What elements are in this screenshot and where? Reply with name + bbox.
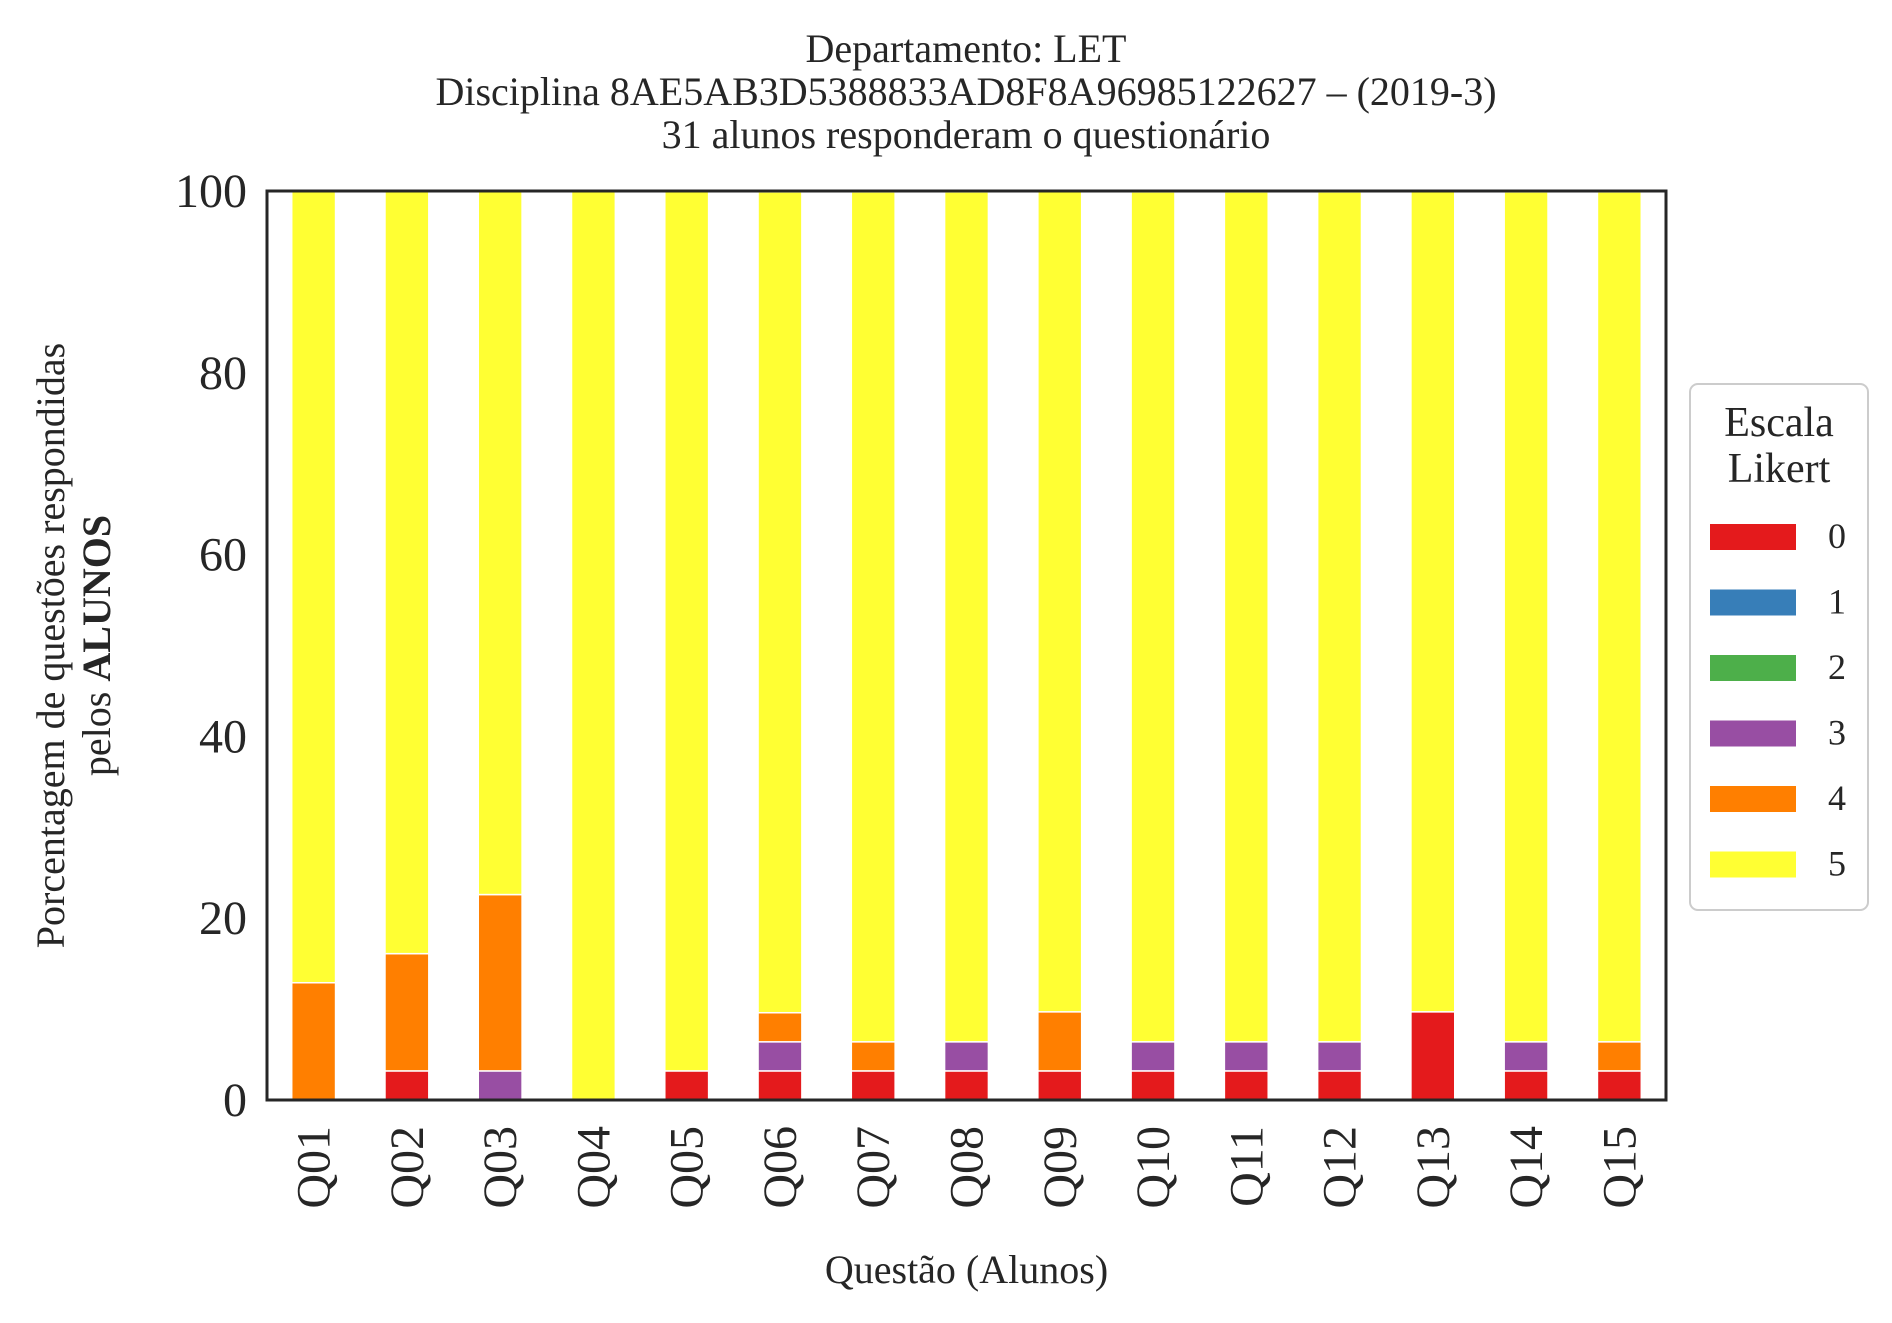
y-axis-label: Porcentagem de questões respondidas pelo…	[28, 343, 119, 948]
bar-segment	[1596, 191, 1643, 1043]
x-tick-label: Q11	[1220, 1126, 1273, 1207]
x-tick-label: Q07	[847, 1126, 900, 1209]
legend-title-line: Likert	[1728, 446, 1831, 492]
chart-title-line: 31 alunos responderam o questionário	[662, 112, 1271, 157]
x-axis-ticks: Q01 Q02 Q03 Q04 Q05 Q06 Q07 Q08 Q09 Q10 Q11 Q12 Q13 Q…	[288, 1126, 1647, 1209]
x-tick-label: Q01	[288, 1126, 341, 1209]
bar-segment	[1316, 1070, 1363, 1101]
bar-segment	[1037, 190, 1083, 1013]
legend-label: 3	[1828, 713, 1846, 753]
legend-swatch	[1710, 851, 1796, 878]
bar-segment	[477, 1070, 523, 1101]
y-axis-label-prefix: pelos	[74, 682, 119, 776]
x-tick-label: Q15	[1593, 1126, 1646, 1209]
bar-segment	[943, 1041, 990, 1072]
bar-segment	[1037, 1070, 1083, 1101]
bar-segment	[1223, 1041, 1269, 1072]
bar-segment	[757, 1041, 803, 1072]
x-tick-label: Q03	[474, 1126, 527, 1209]
bar-segment	[664, 1070, 710, 1101]
x-axis-label: Questão (Alunos)	[825, 1247, 1108, 1292]
bar-segment	[1503, 1041, 1549, 1072]
x-tick-label: Q12	[1314, 1126, 1367, 1209]
legend-swatch	[1710, 720, 1796, 747]
bar-segment	[1130, 1041, 1176, 1072]
x-tick-label: Q08	[941, 1126, 994, 1209]
legend-label: 2	[1828, 647, 1846, 687]
y-axis-label-line2: pelos ALUNOS	[74, 515, 119, 776]
y-axis-ticks: 0 20 40 60 80 100	[175, 165, 247, 1127]
x-tick-label: Q02	[381, 1126, 434, 1209]
legend-swatch	[1710, 786, 1796, 812]
y-tick-label: 100	[175, 165, 247, 218]
bar-segment	[290, 190, 337, 984]
legend-swatch	[1710, 589, 1796, 616]
bar-segment	[570, 190, 617, 1101]
bar-segment	[384, 1070, 430, 1101]
bar-segment	[757, 1011, 803, 1043]
y-tick-label: 80	[199, 347, 247, 400]
bar-segment	[757, 191, 803, 1014]
bar-segment	[1130, 1070, 1176, 1101]
x-tick-label: Q06	[754, 1126, 807, 1209]
plot-frame	[265, 189, 1668, 1102]
bar-segment	[943, 191, 990, 1043]
y-tick-label: 40	[199, 710, 247, 763]
legend-label: 1	[1828, 582, 1846, 622]
x-tick-label: Q09	[1034, 1126, 1087, 1209]
legend-label: 0	[1828, 516, 1846, 556]
bar-segment	[1503, 1070, 1549, 1101]
bar-segment	[1410, 190, 1456, 1013]
bar-segment	[850, 1041, 896, 1072]
x-tick-label: Q04	[567, 1126, 620, 1209]
bar-segment	[1316, 191, 1363, 1043]
legend-title-line: Escala	[1724, 400, 1834, 446]
bar-segment	[1503, 191, 1549, 1043]
bar-segment	[664, 190, 710, 1072]
legend-frame	[1689, 383, 1869, 911]
bar-segment	[1130, 191, 1176, 1043]
x-tick-label: Q05	[661, 1126, 714, 1209]
bar-segment	[1037, 1011, 1083, 1072]
bar-segment	[757, 1070, 803, 1101]
y-axis-label-bold: ALUNOS	[74, 515, 119, 682]
bar-segment	[1223, 191, 1269, 1043]
bar-segment	[1596, 1070, 1643, 1101]
bar-segment	[850, 1070, 896, 1101]
bar-segment	[850, 191, 896, 1043]
bar-segment	[1316, 1041, 1363, 1072]
legend-label: 5	[1828, 844, 1846, 884]
bar-segment	[1410, 1011, 1456, 1101]
bars	[290, 190, 1643, 1101]
x-tick-label: Q14	[1500, 1126, 1553, 1209]
bar-segment	[384, 952, 430, 1072]
x-tick-label: Q13	[1407, 1126, 1460, 1209]
y-axis-label-line1: Porcentagem de questões respondidas	[28, 343, 73, 948]
legend-label: 4	[1828, 778, 1846, 818]
legend-swatch	[1710, 524, 1796, 550]
bar-segment	[290, 981, 337, 1101]
chart-title-line: Disciplina 8AE5AB3D5388833AD8F8A96985122…	[435, 69, 1496, 114]
bar-segment	[943, 1070, 990, 1101]
bar-segment	[477, 893, 523, 1072]
y-tick-label: 0	[223, 1074, 247, 1127]
y-tick-label: 60	[199, 529, 247, 582]
y-tick-label: 20	[199, 892, 247, 945]
bar-segment	[384, 190, 430, 955]
bar-segment	[1596, 1041, 1643, 1072]
x-tick-label: Q10	[1127, 1126, 1180, 1209]
legend-swatch	[1710, 655, 1796, 681]
bar-segment	[1223, 1070, 1269, 1101]
bar-segment	[477, 190, 523, 896]
chart-title-line: Departamento: LET	[806, 26, 1127, 71]
